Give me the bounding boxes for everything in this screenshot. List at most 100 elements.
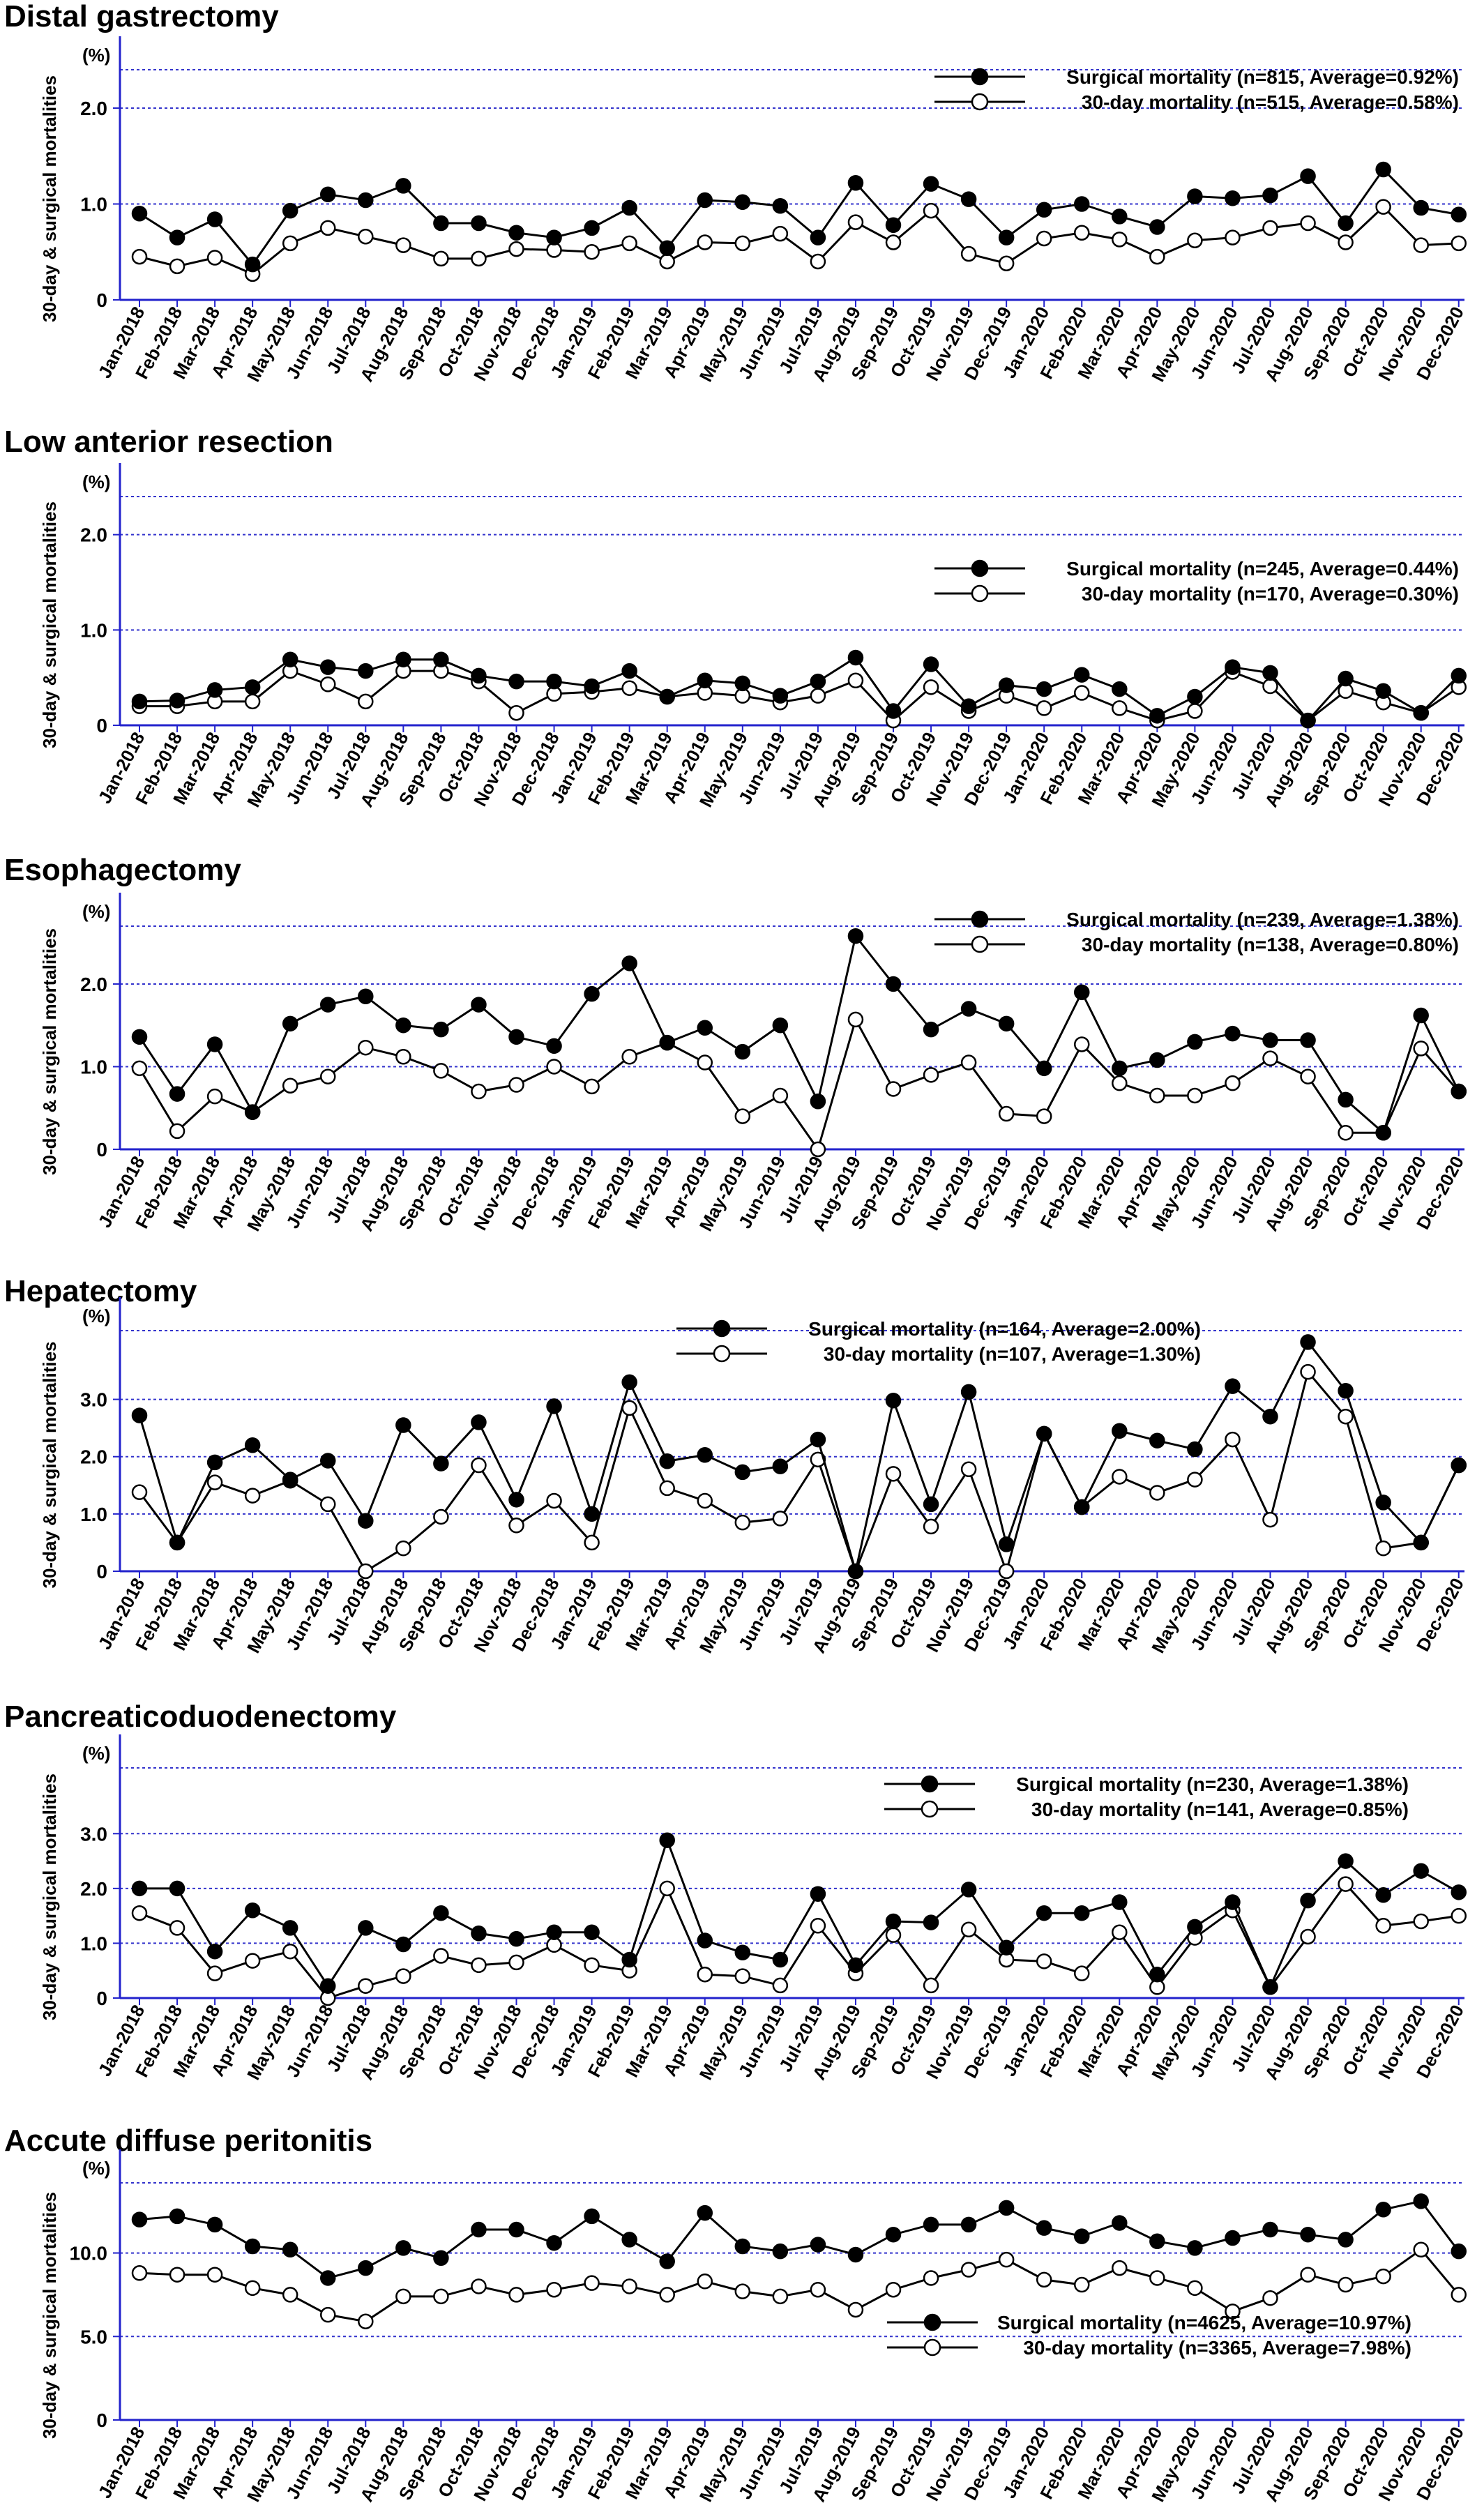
chart-panel: Pancreaticoduodenectomy (%) 30-day & surgi…: [4, 1700, 1468, 2083]
surgical-mortality-point: [471, 667, 487, 684]
surgical-mortality-point: [546, 1924, 562, 1940]
surgical-mortality-point: [998, 1536, 1015, 1552]
thirty-day-mortality-point: [206, 250, 223, 266]
surgical-mortality-point: [810, 673, 826, 690]
surgical-mortality-point: [1300, 1032, 1316, 1048]
surgical-mortality-point: [471, 1414, 487, 1430]
thirty-day-mortality-point: [697, 234, 713, 250]
surgical-mortality-point: [395, 1417, 411, 1433]
surgical-mortality-point: [1112, 209, 1128, 225]
thirty-day-mortality-point: [282, 1077, 298, 1094]
chart-title: Accute diffuse peritonitis: [4, 2124, 372, 2158]
surgical-mortality-point: [584, 2208, 600, 2225]
surgical-mortality-point: [206, 211, 223, 227]
thirty-day-mortality-point: [621, 1400, 637, 1416]
surgical-mortality-point: [1149, 1052, 1165, 1068]
surgical-mortality-point: [1149, 1432, 1165, 1448]
surgical-mortality-point: [546, 673, 562, 690]
surgical-mortality-point: [847, 175, 864, 191]
thirty-day-mortality-point: [885, 2281, 902, 2298]
thirty-day-mortality-point: [1262, 2290, 1278, 2306]
thirty-day-mortality-point: [960, 245, 977, 262]
thirty-day-mortality-point: [1262, 1050, 1278, 1066]
surgical-mortality-point: [772, 1017, 789, 1034]
thirty-day-mortality-point: [885, 1927, 902, 1943]
surgical-mortality-point: [998, 1939, 1015, 1956]
surgical-mortality-point: [1338, 670, 1354, 687]
thirty-day-mortality-point: [1225, 2304, 1241, 2320]
y-tick-label: 0: [96, 715, 107, 736]
surgical-mortality-point: [697, 1020, 713, 1036]
surgical-mortality-point: [960, 1384, 977, 1400]
surgical-mortality-point: [1112, 681, 1128, 697]
surgical-mortality-point: [621, 1374, 637, 1391]
surgical-mortality-point: [923, 2216, 939, 2233]
thirty-day-mortality-point: [734, 235, 751, 252]
chart-panel: Low anterior resection (%) 30-day & surgic…: [4, 425, 1468, 810]
thirty-day-mortality-point: [169, 258, 186, 275]
thirty-day-mortality-point: [244, 1488, 261, 1504]
thirty-day-mortality-point: [1338, 1876, 1354, 1892]
surgical-mortality-point: [131, 206, 148, 222]
surgical-mortality-point: [885, 217, 902, 233]
surgical-mortality-point: [395, 651, 411, 667]
surgical-mortality-point: [282, 1472, 298, 1488]
surgical-mortality-point: [998, 677, 1015, 693]
thirty-day-mortality-point: [131, 1905, 148, 1921]
surgical-mortality-point: [1112, 1423, 1128, 1439]
surgical-mortality-point: [1149, 219, 1165, 235]
series-line: [139, 1837, 1460, 1990]
surgical-mortality-point: [395, 1936, 411, 1953]
thirty-day-mortality-point: [1413, 1913, 1429, 1930]
surgical-mortality-point: [772, 198, 789, 214]
surgical-mortality-point: [1036, 1060, 1052, 1077]
thirty-day-mortality-point: [923, 202, 939, 219]
surgical-mortality-point: [1413, 199, 1429, 216]
surgical-mortality-point: [1338, 2232, 1354, 2248]
thirty-day-mortality-point: [1413, 1041, 1429, 1057]
thirty-day-mortality-point: [320, 1068, 336, 1084]
thirty-day-mortality-point: [659, 253, 675, 270]
surgical-mortality-point: [1375, 2202, 1391, 2218]
y-tick-label: 0: [96, 1139, 107, 1160]
surgical-mortality-point: [810, 2237, 826, 2253]
thirty-day-mortality-point: [508, 1954, 524, 1971]
surgical-mortality-point: [508, 1029, 524, 1045]
legend-label: Surgical mortality (n=239, Average=1.38%…: [1066, 909, 1459, 930]
thirty-day-mortality-point: [772, 1511, 789, 1527]
thirty-day-mortality-point: [998, 255, 1015, 271]
thirty-day-mortality-point: [584, 1534, 600, 1551]
surgical-mortality-point: [621, 663, 637, 679]
surgical-mortality-point: [244, 1437, 261, 1453]
surgical-mortality-point: [1413, 704, 1429, 721]
thirty-day-mortality-point: [508, 241, 524, 257]
surgical-mortality-point: [1300, 1892, 1316, 1909]
thirty-day-mortality-point: [810, 688, 826, 704]
series-line: [139, 205, 1459, 275]
thirty-day-mortality-point: [1149, 1485, 1165, 1501]
legend-label: 30-day mortality (n=515, Average=0.58%): [1082, 91, 1459, 113]
surgical-mortality-point: [734, 1464, 751, 1481]
thirty-day-mortality-point: [584, 244, 600, 260]
surgical-mortality-point: [1262, 665, 1278, 681]
y-axis-label: 30-day & surgical mortalities: [39, 501, 60, 748]
thirty-day-mortality-point: [206, 2267, 223, 2283]
thirty-day-mortality-point: [923, 2270, 939, 2286]
legend-marker: [971, 559, 989, 577]
thirty-day-mortality-point: [885, 1466, 902, 1482]
y-tick-label: 2.0: [80, 974, 107, 995]
thirty-day-mortality-point: [1112, 1469, 1128, 1485]
y-axis-label: 30-day & surgical mortalities: [39, 1773, 60, 2020]
thirty-day-mortality-point: [433, 250, 449, 267]
surgical-mortality-point: [1149, 2233, 1165, 2250]
surgical-mortality-point: [1338, 1091, 1354, 1108]
surgical-mortality-point: [1225, 190, 1241, 206]
surgical-mortality-point: [1187, 688, 1203, 705]
surgical-mortality-point: [1187, 188, 1203, 204]
thirty-day-mortality-point: [584, 1957, 600, 1974]
thirty-day-mortality-point: [320, 220, 336, 236]
thirty-day-mortality-point: [395, 1968, 411, 1984]
series-line: [138, 933, 1460, 1135]
thirty-day-mortality-point: [1036, 1108, 1052, 1124]
